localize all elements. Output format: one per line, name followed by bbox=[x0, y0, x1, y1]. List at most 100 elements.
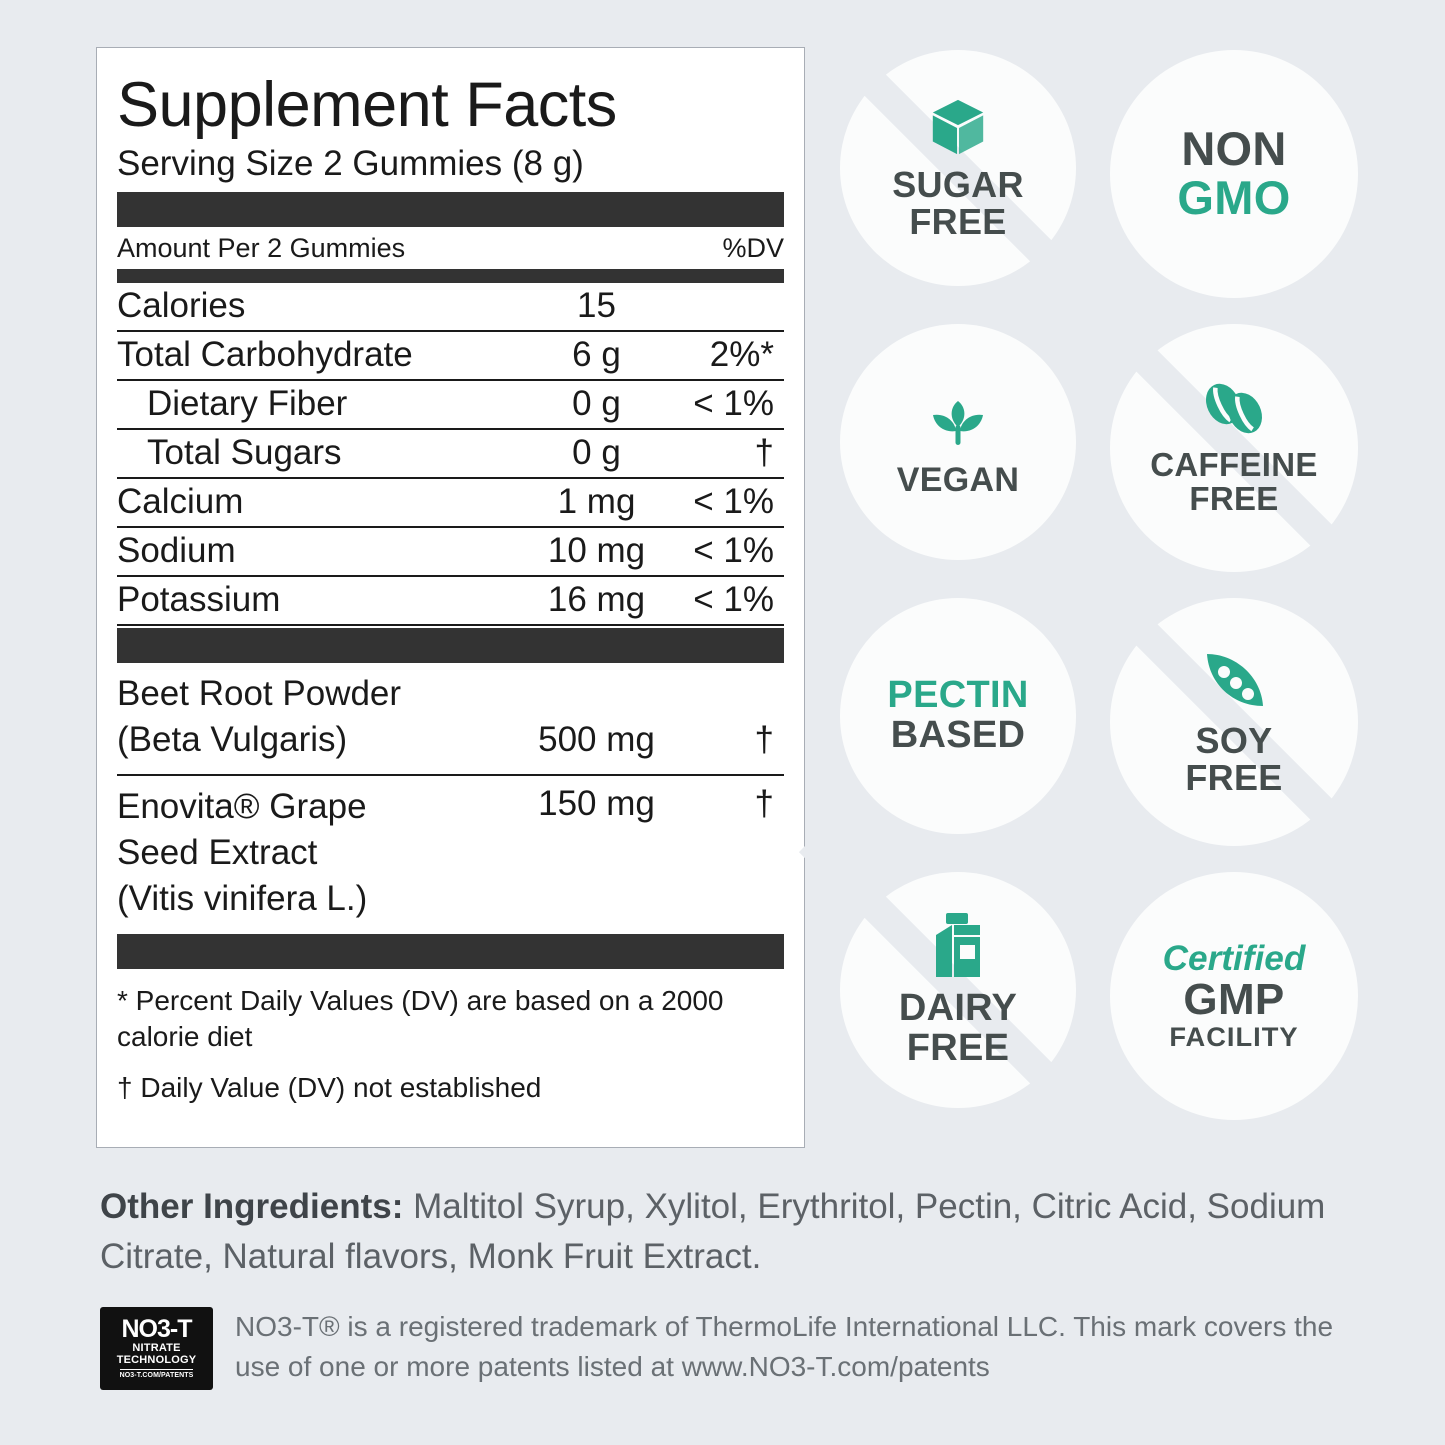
badge-content: VEGAN bbox=[840, 324, 1076, 560]
ingredient-name: Beet Root Powder (Beta Vulgaris) bbox=[117, 674, 402, 760]
other-ingredients-label: Other Ingredients: bbox=[100, 1187, 404, 1226]
badge-label: CAFFEINE FREE bbox=[1150, 445, 1318, 517]
badge-label-line2: FREE bbox=[1185, 757, 1283, 798]
nutrient-name: Total Sugars bbox=[147, 433, 342, 473]
nutrient-daily-value: < 1% bbox=[693, 531, 774, 571]
nutrient-amount: 0 g bbox=[572, 433, 621, 473]
nutrient-amount: 16 mg bbox=[547, 580, 646, 620]
no3t-logo-url: NO3-T.COM/PATENTS bbox=[119, 1369, 194, 1380]
badge-label-line2: FREE bbox=[906, 1027, 1010, 1069]
ingredient-table: Beet Root Powder (Beta Vulgaris) 500 mg † En… bbox=[117, 663, 784, 932]
badge-label: SOY FREE bbox=[1185, 719, 1283, 798]
badge-caffeine-free: CAFFEINE FREE bbox=[1074, 288, 1394, 608]
badge-non-gmo: NON GMO bbox=[1110, 50, 1358, 298]
ingredient-daily-value: † bbox=[754, 783, 774, 823]
percent-dv-label: %DV bbox=[722, 233, 784, 264]
coffee-beans-icon bbox=[1198, 380, 1270, 440]
nutrient-row: Sodium 10 mg < 1% bbox=[117, 528, 784, 578]
badge-label: DAIRY FREE bbox=[899, 989, 1017, 1068]
nutrient-daily-value: † bbox=[754, 433, 774, 473]
badge-label: NON GMO bbox=[1177, 122, 1291, 224]
leaf-sprout-icon bbox=[923, 385, 993, 455]
badge-soy-free: SOY FREE bbox=[1074, 562, 1394, 882]
ingredient-amount: 500 mg bbox=[538, 719, 655, 759]
nutrient-amount: 15 bbox=[577, 286, 616, 326]
nutrient-amount: 1 mg bbox=[557, 482, 636, 522]
nutrient-amount: 10 mg bbox=[547, 531, 646, 571]
divider-bar-thick-top bbox=[117, 192, 784, 228]
no3t-logo-tagline: NITRATE TECHNOLOGY bbox=[116, 1342, 197, 1367]
badge-content: SUGAR FREE bbox=[840, 50, 1076, 286]
other-ingredients-text: Maltitol Syrup, Xylitol, Erythritol, Pec… bbox=[100, 1187, 1326, 1276]
nutrient-row: Total Carbohydrate 6 g 2%* bbox=[117, 332, 784, 382]
badge-content: DAIRY FREE bbox=[840, 872, 1076, 1108]
ingredient-row: Beet Root Powder (Beta Vulgaris) 500 mg † bbox=[117, 663, 784, 776]
milk-carton-icon bbox=[926, 911, 990, 981]
no3t-logo: NO3-T NITRATE TECHNOLOGY NO3-T.COM/PATEN… bbox=[100, 1307, 213, 1390]
badge-sugar-free: SUGAR FREE bbox=[798, 8, 1118, 328]
footnote: † Daily Value (DV) not established bbox=[117, 1071, 542, 1103]
badge-label: SUGAR FREE bbox=[892, 165, 1024, 242]
amount-per-serving-label: Amount Per 2 Gummies bbox=[117, 233, 406, 264]
badge-label-line1: Certified bbox=[1162, 938, 1306, 978]
badge-dairy-free: DAIRY FREE bbox=[798, 830, 1118, 1150]
badge-label-line1: VEGAN bbox=[896, 461, 1020, 500]
other-ingredients: Other Ingredients: Maltitol Syrup, Xylit… bbox=[100, 1182, 1370, 1281]
nutrient-name: Total Carbohydrate bbox=[117, 335, 413, 375]
badge-vegan: VEGAN bbox=[840, 324, 1076, 560]
badge-label-line1: PECTIN bbox=[887, 674, 1029, 717]
footnote: * Percent Daily Values (DV) are based on… bbox=[117, 985, 724, 1053]
badge-label-line2: GMP bbox=[1183, 975, 1285, 1025]
badge-label-line2: GMO bbox=[1177, 171, 1291, 224]
ingredient-amount: 150 mg bbox=[538, 783, 655, 823]
nutrient-name: Calcium bbox=[117, 482, 244, 522]
ingredient-daily-value: † bbox=[754, 719, 774, 759]
badge-label-line2: FREE bbox=[909, 201, 1007, 242]
badge-content: CAFFEINE FREE bbox=[1110, 324, 1358, 572]
divider-bar-thick-bottom bbox=[117, 934, 784, 970]
badge-label-line2: BASED bbox=[890, 714, 1026, 756]
nutrient-daily-value: < 1% bbox=[693, 384, 774, 424]
sugar-cube-icon bbox=[927, 96, 989, 158]
nutrient-amount: 6 g bbox=[572, 335, 621, 375]
badge-content: SOY FREE bbox=[1110, 598, 1358, 846]
nutrient-name: Sodium bbox=[117, 531, 236, 571]
nutrient-daily-value: 2%* bbox=[709, 335, 774, 375]
divider-bar-thin bbox=[117, 269, 784, 284]
badge-label: Certified GMP FACILITY bbox=[1162, 938, 1306, 1052]
badge-disc bbox=[1110, 50, 1358, 298]
nutrient-amount: 0 g bbox=[572, 384, 621, 424]
trademark-row: NO3-T NITRATE TECHNOLOGY NO3-T.COM/PATEN… bbox=[100, 1307, 1380, 1390]
supplement-facts-panel: Supplement Facts Serving Size 2 Gummies … bbox=[96, 47, 805, 1148]
badge-label-line3: FACILITY bbox=[1169, 1021, 1299, 1052]
ingredient-name: Enovita® Grape Seed Extract (Vitis vinifer… bbox=[117, 786, 368, 918]
nutrient-name: Dietary Fiber bbox=[147, 384, 348, 424]
badge-content: NON GMO bbox=[1110, 50, 1358, 298]
badge-label-line1: SOY bbox=[1195, 719, 1273, 761]
nutrient-row: Calcium 1 mg < 1% bbox=[117, 479, 784, 529]
nutrient-daily-value: < 1% bbox=[693, 482, 774, 522]
footnotes: * Percent Daily Values (DV) are based on… bbox=[117, 969, 784, 1120]
nutrient-row: Dietary Fiber 0 g < 1% bbox=[117, 381, 784, 431]
ingredient-row: Enovita® Grape Seed Extract (Vitis vinifer… bbox=[117, 776, 784, 933]
badge-label-line2: FREE bbox=[1189, 480, 1279, 517]
certification-badges: SUGAR FREE NON GMO VEGAN CAFFEINE FREE PECTIN… bbox=[798, 8, 1400, 1160]
badge-disc bbox=[840, 598, 1076, 834]
badge-label-line1: DAIRY bbox=[898, 987, 1018, 1030]
pea-pod-icon bbox=[1199, 648, 1269, 714]
badge-label: VEGAN bbox=[896, 461, 1020, 500]
badge-label-line1: CAFFEINE bbox=[1150, 445, 1318, 483]
serving-size-text: Serving Size 2 Gummies (8 g) bbox=[117, 144, 584, 184]
badge-label-line1: NON bbox=[1181, 122, 1287, 176]
nutrient-row: Potassium 16 mg < 1% bbox=[117, 577, 784, 627]
nutrient-row: Total Sugars 0 g † bbox=[117, 430, 784, 480]
nutrient-name: Potassium bbox=[117, 580, 281, 620]
badge-pectin-based: PECTIN BASED bbox=[840, 598, 1076, 834]
nutrient-row: Calories 15 bbox=[117, 283, 784, 333]
divider-bar-thick-mid bbox=[117, 628, 784, 664]
page-title: Supplement Facts bbox=[117, 70, 617, 140]
badge-content: Certified GMP FACILITY bbox=[1110, 872, 1358, 1120]
no3t-logo-wordmark: NO3-T bbox=[121, 1315, 193, 1344]
nutrient-table: Calories 15 Total Carbohydrate 6 g 2%* Dietar… bbox=[117, 283, 784, 627]
badge-certified-gmp: Certified GMP FACILITY bbox=[1110, 872, 1358, 1120]
